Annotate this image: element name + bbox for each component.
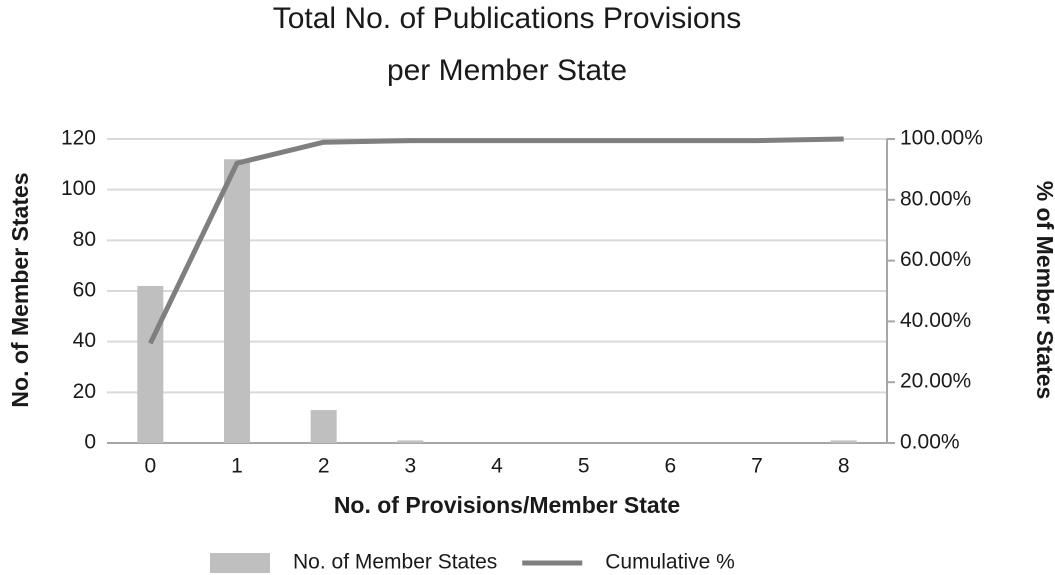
- x-tick-label: 8: [838, 455, 850, 478]
- x-tick-label: 3: [404, 455, 416, 478]
- bar: [224, 159, 250, 443]
- x-tick-label: 4: [491, 455, 503, 478]
- legend-label: No. of Member States: [293, 551, 497, 574]
- bar: [830, 440, 857, 443]
- chart-title: per Member State: [387, 54, 627, 87]
- y2-tick-label: 100.00%: [900, 127, 983, 150]
- y2-tick-label: 40.00%: [900, 309, 971, 332]
- legend-label: Cumulative %: [605, 551, 735, 574]
- chart-title: Total No. of Publications Provisions: [273, 2, 742, 35]
- x-tick-label: 5: [578, 455, 590, 478]
- x-tick-label: 2: [318, 455, 330, 478]
- y-tick-label: 60: [73, 279, 96, 302]
- x-tick-label: 6: [664, 455, 676, 478]
- y2-tick-label: 60.00%: [900, 248, 971, 271]
- y-tick-label: 80: [73, 228, 96, 251]
- bar: [310, 410, 337, 443]
- y-tick-label: 40: [73, 329, 96, 352]
- y2-tick-label: 80.00%: [900, 187, 971, 210]
- x-tick-label: 0: [144, 455, 156, 478]
- x-tick-label: 1: [231, 455, 243, 478]
- legend-swatch: [210, 553, 270, 573]
- bar: [397, 440, 424, 443]
- bar: [137, 285, 164, 443]
- y-tick-label: 120: [61, 127, 96, 150]
- line: [148, 136, 844, 345]
- y2-tick-label: 0.00%: [900, 431, 960, 454]
- y2-tick-label: 20.00%: [900, 370, 971, 393]
- y-tick-label: 100: [61, 177, 96, 200]
- y2-axis-title: % of Member States: [1032, 181, 1055, 400]
- y-tick-label: 0: [84, 431, 96, 454]
- y-tick-label: 20: [73, 380, 96, 403]
- x-tick-label: 7: [751, 455, 763, 478]
- x-axis-title: No. of Provisions/Member State: [334, 492, 680, 518]
- y-axis-title: No. of Member States: [7, 172, 33, 407]
